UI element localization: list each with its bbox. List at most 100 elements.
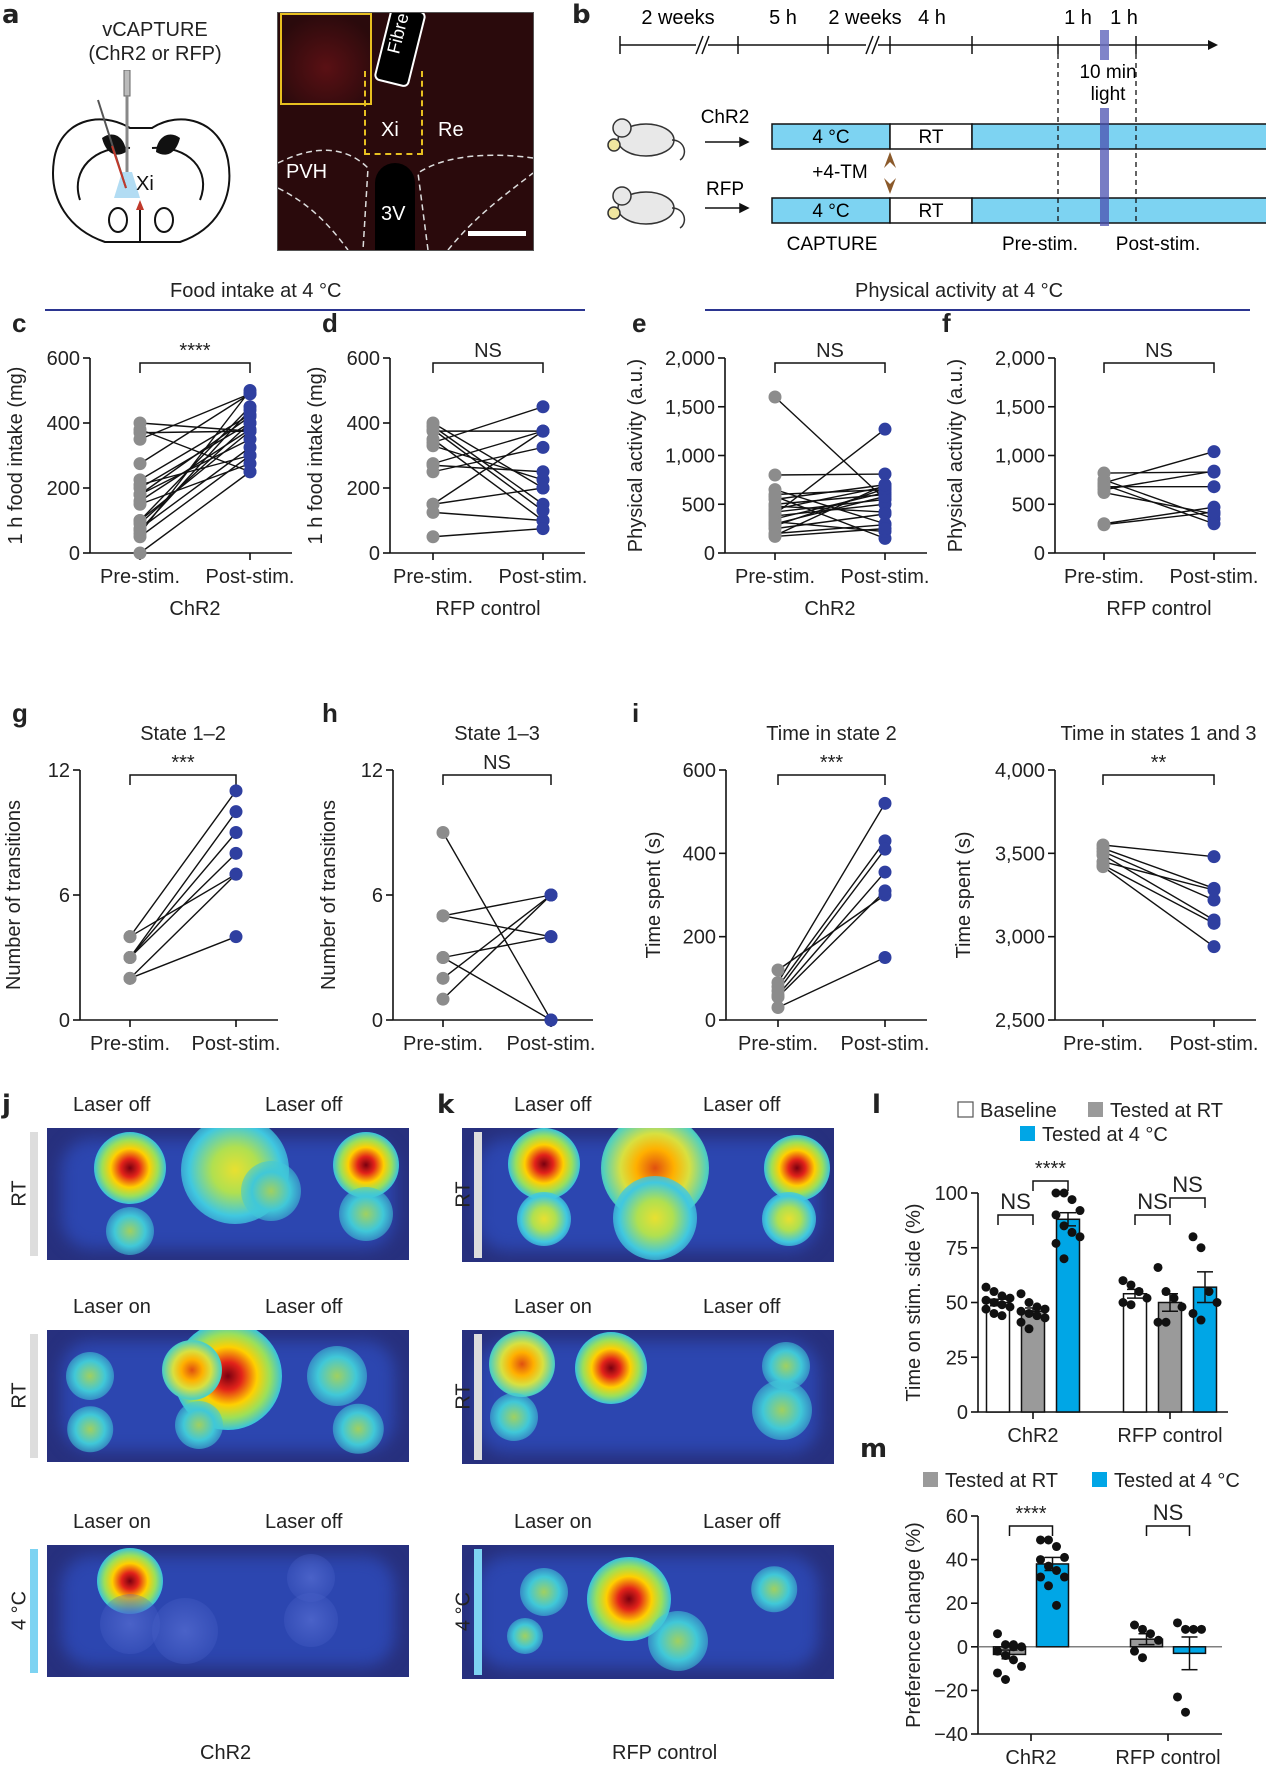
chart-title: State 1–3 [454, 723, 540, 745]
heatmap-right-label: Laser off [265, 1094, 343, 1116]
panel-label-e: e [632, 308, 646, 338]
data-point [1130, 1620, 1139, 1630]
y-tick-label: 75 [946, 1238, 968, 1260]
post-point [878, 796, 892, 810]
y-axis-label: Time spent (s) [643, 831, 665, 958]
x-tick-label: RFP control [1117, 1425, 1222, 1447]
heatmap-j-1 [47, 1330, 409, 1462]
post-point [536, 465, 550, 479]
post-point [1207, 916, 1221, 930]
post-point [878, 507, 892, 521]
y-tick-label: 1,000 [665, 446, 715, 468]
post-point [229, 826, 243, 839]
data-point [1067, 1195, 1077, 1205]
data-point [1153, 1262, 1163, 1272]
post-point [1207, 445, 1221, 459]
data-point [1142, 1293, 1152, 1303]
data-point [1138, 1653, 1147, 1663]
pre-point [123, 951, 137, 964]
data-point [1044, 1581, 1053, 1591]
data-point [1044, 1561, 1053, 1571]
data-point [1024, 1298, 1034, 1307]
pair-line [774, 495, 886, 540]
y-tick-label: 0 [69, 543, 80, 565]
post-point [229, 867, 243, 881]
mouse-icon [607, 186, 686, 229]
y-tick-label: −40 [934, 1724, 968, 1746]
significance-label: NS [1172, 1172, 1203, 1197]
chart-g: g State 1–2 0 6 12 Pre-stim. Post-stim. Number … [3, 698, 280, 1055]
post-point [536, 400, 550, 414]
pre-point [771, 1001, 785, 1014]
y-tick-label: 0 [957, 1402, 968, 1424]
data-point [1040, 1304, 1050, 1314]
panel-label-c: c [12, 308, 26, 338]
vcapture-title: vCAPTURE [102, 19, 208, 41]
data-point [1067, 1227, 1077, 1237]
significance-bracket [1134, 1214, 1171, 1225]
y-axis-label: Number of transitions [318, 800, 340, 990]
vcapture-subtitle: (ChR2 or RFP) [88, 43, 222, 65]
significance-bracket [129, 774, 237, 785]
y-tick-label: 25 [946, 1347, 968, 1369]
y-tick-label: 0 [957, 1637, 968, 1659]
xi-region-label: Xi [381, 119, 399, 141]
rt-condition-bar [30, 1334, 38, 1458]
pre-point [1097, 486, 1111, 500]
y-tick-label: 100 [935, 1183, 968, 1205]
pair-line [139, 430, 251, 434]
pair-line [129, 936, 237, 979]
pair-line [432, 438, 544, 522]
y-tick-label: 400 [347, 413, 380, 435]
pair-line [1103, 506, 1215, 525]
y-tick-label: 1,500 [665, 397, 715, 419]
x-tick-label: ChR2 [1007, 1425, 1058, 1447]
x-axis-label: RFP control [435, 598, 540, 620]
chart-i1: i Time in state 2 0 200 400 600 Pre-stim. Post-… [632, 698, 929, 1055]
data-point [1001, 1651, 1010, 1661]
pre-point [133, 494, 147, 508]
post-point [243, 384, 257, 397]
data-point [981, 1282, 991, 1292]
pair-line [777, 890, 886, 998]
legend-swatch [923, 1472, 938, 1487]
y-tick-label: 0 [704, 543, 715, 565]
tm-arrow-up-icon [884, 152, 896, 168]
heatmap-k-2 [462, 1545, 834, 1679]
y-tick-label: 3,500 [995, 843, 1045, 865]
y-tick-label: 6 [372, 885, 383, 907]
significance-label: NS [1137, 1189, 1168, 1214]
chart-h: h State 1–3 0 6 12 Pre-stim. Post-stim. Number … [318, 698, 595, 1055]
pair-line [139, 462, 251, 505]
heat-hotspot [763, 1135, 830, 1202]
pair-line [129, 832, 237, 958]
arrow-head-icon [136, 200, 144, 210]
data-point [1016, 1306, 1026, 1316]
pair-line [139, 428, 251, 502]
heatmap-j-footer: ChR2 [200, 1742, 252, 1764]
pair-line [432, 428, 544, 512]
significance-label: **** [1035, 1158, 1066, 1180]
y-tick-label: 50 [946, 1293, 968, 1315]
data-point [1005, 1293, 1015, 1303]
panel-label-d: d [322, 308, 338, 338]
pre-point [436, 826, 450, 839]
pair-line [1103, 471, 1215, 474]
heat-hotspot [151, 1597, 218, 1664]
pair-line [774, 484, 886, 537]
significance-bracket [1169, 1197, 1206, 1208]
y-tick-label: 3,000 [995, 927, 1045, 949]
pre-point [426, 423, 440, 436]
x-tick-label: Post-stim. [1170, 1033, 1259, 1055]
x-tick-label: Post-stim. [841, 566, 930, 588]
bar [1157, 1301, 1183, 1413]
y-axis-label: Time spent (s) [953, 831, 975, 958]
heat-hotspot [613, 1175, 698, 1260]
post-point [878, 842, 892, 856]
y-tick-label: 1,000 [995, 446, 1045, 468]
pair-line [1103, 511, 1215, 526]
post-point [1207, 940, 1221, 954]
data-point [1212, 1298, 1222, 1307]
data-point [1044, 1535, 1053, 1545]
data-point [1052, 1600, 1061, 1610]
